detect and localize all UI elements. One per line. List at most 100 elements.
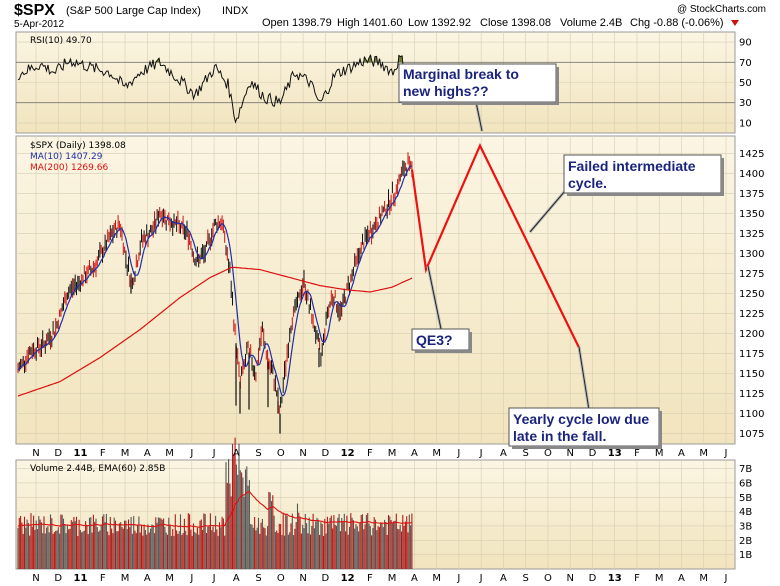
volume-tick-label: 4B	[739, 507, 752, 518]
x-tick-label: M	[432, 573, 441, 584]
price-tick-label: 1175	[739, 349, 764, 360]
price-tick-label: 1125	[739, 389, 764, 400]
chart-date: 5-Apr-2012	[14, 19, 64, 30]
price-tick-label: 1325	[739, 229, 764, 240]
index-name: (S&P 500 Large Cap Index)	[66, 5, 201, 17]
x-tick-label: A	[144, 448, 151, 459]
price-tick-label: 1075	[739, 429, 764, 440]
x-tick-label: F	[634, 573, 640, 584]
symbol-title: $SPX	[14, 2, 55, 19]
price-tick-label: 1300	[739, 249, 764, 260]
volume-tick-label: 3B	[739, 521, 752, 532]
rsi-tick-label: 90	[739, 38, 752, 49]
x-tick-label: M	[121, 448, 130, 459]
stockcharts-watermark: @ StockCharts.com	[677, 4, 766, 15]
rsi-tick-label: 70	[739, 58, 752, 69]
exchange-label: INDX	[222, 5, 249, 17]
x-tick-label: J	[479, 448, 483, 459]
rsi-tick-label: 50	[739, 78, 752, 89]
volume-tick-label: 1B	[739, 550, 752, 561]
x-tick-label: F	[100, 448, 106, 459]
x-tick-label: N	[299, 573, 306, 584]
x-tick-label: 13	[608, 573, 622, 584]
x-tick-label: D	[54, 573, 62, 584]
volume-tick-label: 5B	[739, 493, 752, 504]
x-tick-label: M	[165, 448, 174, 459]
projection-line	[410, 142, 581, 351]
x-tick-label: 11	[74, 448, 88, 459]
price-tick-label: 1250	[739, 289, 764, 300]
high-value: High 1401.60	[337, 17, 402, 29]
x-tick-label: J	[456, 448, 460, 459]
x-tick-label: M	[699, 448, 708, 459]
x-tick-label: M	[432, 448, 441, 459]
price-tick-label: 1350	[739, 209, 764, 220]
x-tick-label: N	[32, 573, 39, 584]
annotation-qe3: QE3?	[411, 265, 472, 353]
ma10-line	[17, 165, 412, 397]
x-tick-label: M	[655, 448, 664, 459]
volume-ema-line	[17, 490, 413, 528]
annotation-qe3-text: QE3?	[416, 332, 453, 348]
annotation-failed-line2: cycle.	[568, 175, 607, 191]
ma200-legend: MA(200) 1269.66	[30, 163, 108, 173]
x-tick-label: D	[589, 573, 597, 584]
volume-axis: 7B 6B 5B 4B 3B 2B 1B	[739, 464, 752, 561]
x-tick-label: A	[411, 448, 418, 459]
x-tick-label: 12	[341, 448, 355, 459]
price-axis: 1425 1400 1375 1350 1325 1300 1275 1250 1225 1200…	[739, 149, 764, 440]
annotation-failed-line1: Failed intermediate	[568, 158, 696, 174]
rsi-axis: 90 70 50 30 10	[739, 38, 752, 130]
ma200-line	[17, 266, 413, 397]
x-tick-label: M	[388, 448, 397, 459]
x-tick-label: O	[544, 573, 552, 584]
moving-averages	[17, 165, 413, 397]
annotation-yearly-line1: Yearly cycle low due	[513, 411, 649, 427]
x-tick-label: 11	[74, 573, 88, 584]
x-tick-label: A	[233, 448, 240, 459]
x-tick-label: S	[522, 573, 528, 584]
low-value: Low 1392.92	[408, 17, 471, 29]
projection-path	[410, 142, 581, 351]
x-tick-label: M	[699, 573, 708, 584]
volume-panel-label: Volume 2.44B, EMA(60) 2.85B	[30, 464, 165, 474]
rsi-tick-label: 30	[739, 98, 752, 109]
rsi-tick-label: 10	[739, 118, 752, 129]
volume-tick-label: 7B	[739, 464, 752, 475]
x-tick-label: O	[277, 573, 285, 584]
x-tick-label: F	[367, 573, 373, 584]
x-tick-label: F	[634, 448, 640, 459]
x-tick-label: J	[212, 573, 216, 584]
x-tick-label: D	[322, 448, 330, 459]
price-tick-label: 1100	[739, 409, 764, 420]
annotation-break-line1: Marginal break to	[403, 66, 519, 82]
change-value: Chg -0.88 (-0.06%)	[630, 17, 724, 29]
x-tick-label: A	[500, 448, 507, 459]
price-tick-label: 1225	[739, 309, 764, 320]
volume-value: Volume 2.4B	[560, 17, 622, 29]
x-tick-label: J	[189, 573, 193, 584]
x-tick-label: S	[522, 448, 528, 459]
ma10-legend: MA(10) 1407.29	[30, 152, 103, 162]
x-tick-label: J	[189, 448, 193, 459]
x-tick-label: J	[479, 573, 483, 584]
price-tick-label: 1375	[739, 189, 764, 200]
rsi-label: RSI(10) 49.70	[30, 36, 92, 46]
x-tick-label: N	[566, 573, 573, 584]
close-value: Close 1398.08	[480, 17, 551, 29]
x-tick-label: A	[144, 573, 151, 584]
annotation-yearly-cycle: Yearly cycle low due late in the fall.	[508, 346, 662, 449]
x-tick-label: N	[566, 448, 573, 459]
x-tick-label: M	[121, 573, 130, 584]
rsi-series	[17, 53, 413, 124]
x-tick-label: M	[388, 573, 397, 584]
x-tick-label: A	[411, 573, 418, 584]
x-tick-label: M	[165, 573, 174, 584]
x-axis-labels-price: N D 11 F M A M J J A S O N D 12 F M A M J J A S O N D 13 F M A M J	[32, 448, 727, 459]
x-tick-label: F	[367, 448, 373, 459]
volume-tick-label: 2B	[739, 536, 752, 547]
annotation-yearly-line2: late in the fall.	[513, 428, 606, 444]
x-tick-label: M	[655, 573, 664, 584]
x-tick-label: D	[54, 448, 62, 459]
volume-tick-label: 6B	[739, 478, 752, 489]
